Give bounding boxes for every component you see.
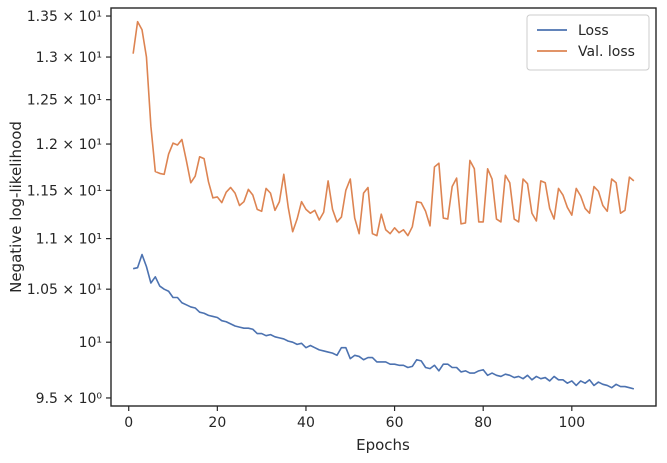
legend-label-val-loss: Val. loss <box>578 44 635 60</box>
y-tick-label: 10¹ <box>79 335 102 351</box>
x-tick-label: 40 <box>297 415 315 431</box>
plot-frame <box>110 7 657 407</box>
x-axis: 0 20 40 60 80 100 <box>124 406 585 431</box>
series-lines <box>132 20 635 390</box>
y-tick-label: 1.25 × 10¹ <box>27 93 102 109</box>
y-tick-label: 1.1 × 10¹ <box>36 232 102 248</box>
x-tick-label: 20 <box>208 415 226 431</box>
x-tick-label: 0 <box>124 415 133 431</box>
legend: Loss Val. loss <box>526 14 650 71</box>
y-axis: 9.5 × 10⁰ 10¹ 1.05 × 10¹ 1.1 × 10¹ 1.15 × 10… <box>27 9 111 407</box>
y-tick-label: 1.2 × 10¹ <box>36 137 102 153</box>
x-tick-label: 80 <box>474 415 492 431</box>
y-tick-label: 1.05 × 10¹ <box>27 282 102 298</box>
y-tick-label: 9.5 × 10⁰ <box>36 391 103 407</box>
x-axis-label: Epochs <box>356 436 410 454</box>
legend-label-loss: Loss <box>578 23 609 39</box>
y-tick-label: 1.15 × 10¹ <box>27 183 102 199</box>
y-axis-label: Negative log-likelihood <box>7 121 25 293</box>
series-line-val-loss <box>132 20 635 237</box>
series-line-loss <box>132 253 635 390</box>
x-tick-label: 60 <box>386 415 404 431</box>
y-tick-label: 1.35 × 10¹ <box>27 9 102 25</box>
x-tick-label: 100 <box>558 415 585 431</box>
legend-box <box>526 14 650 71</box>
y-tick-label: 1.3 × 10¹ <box>36 50 102 66</box>
